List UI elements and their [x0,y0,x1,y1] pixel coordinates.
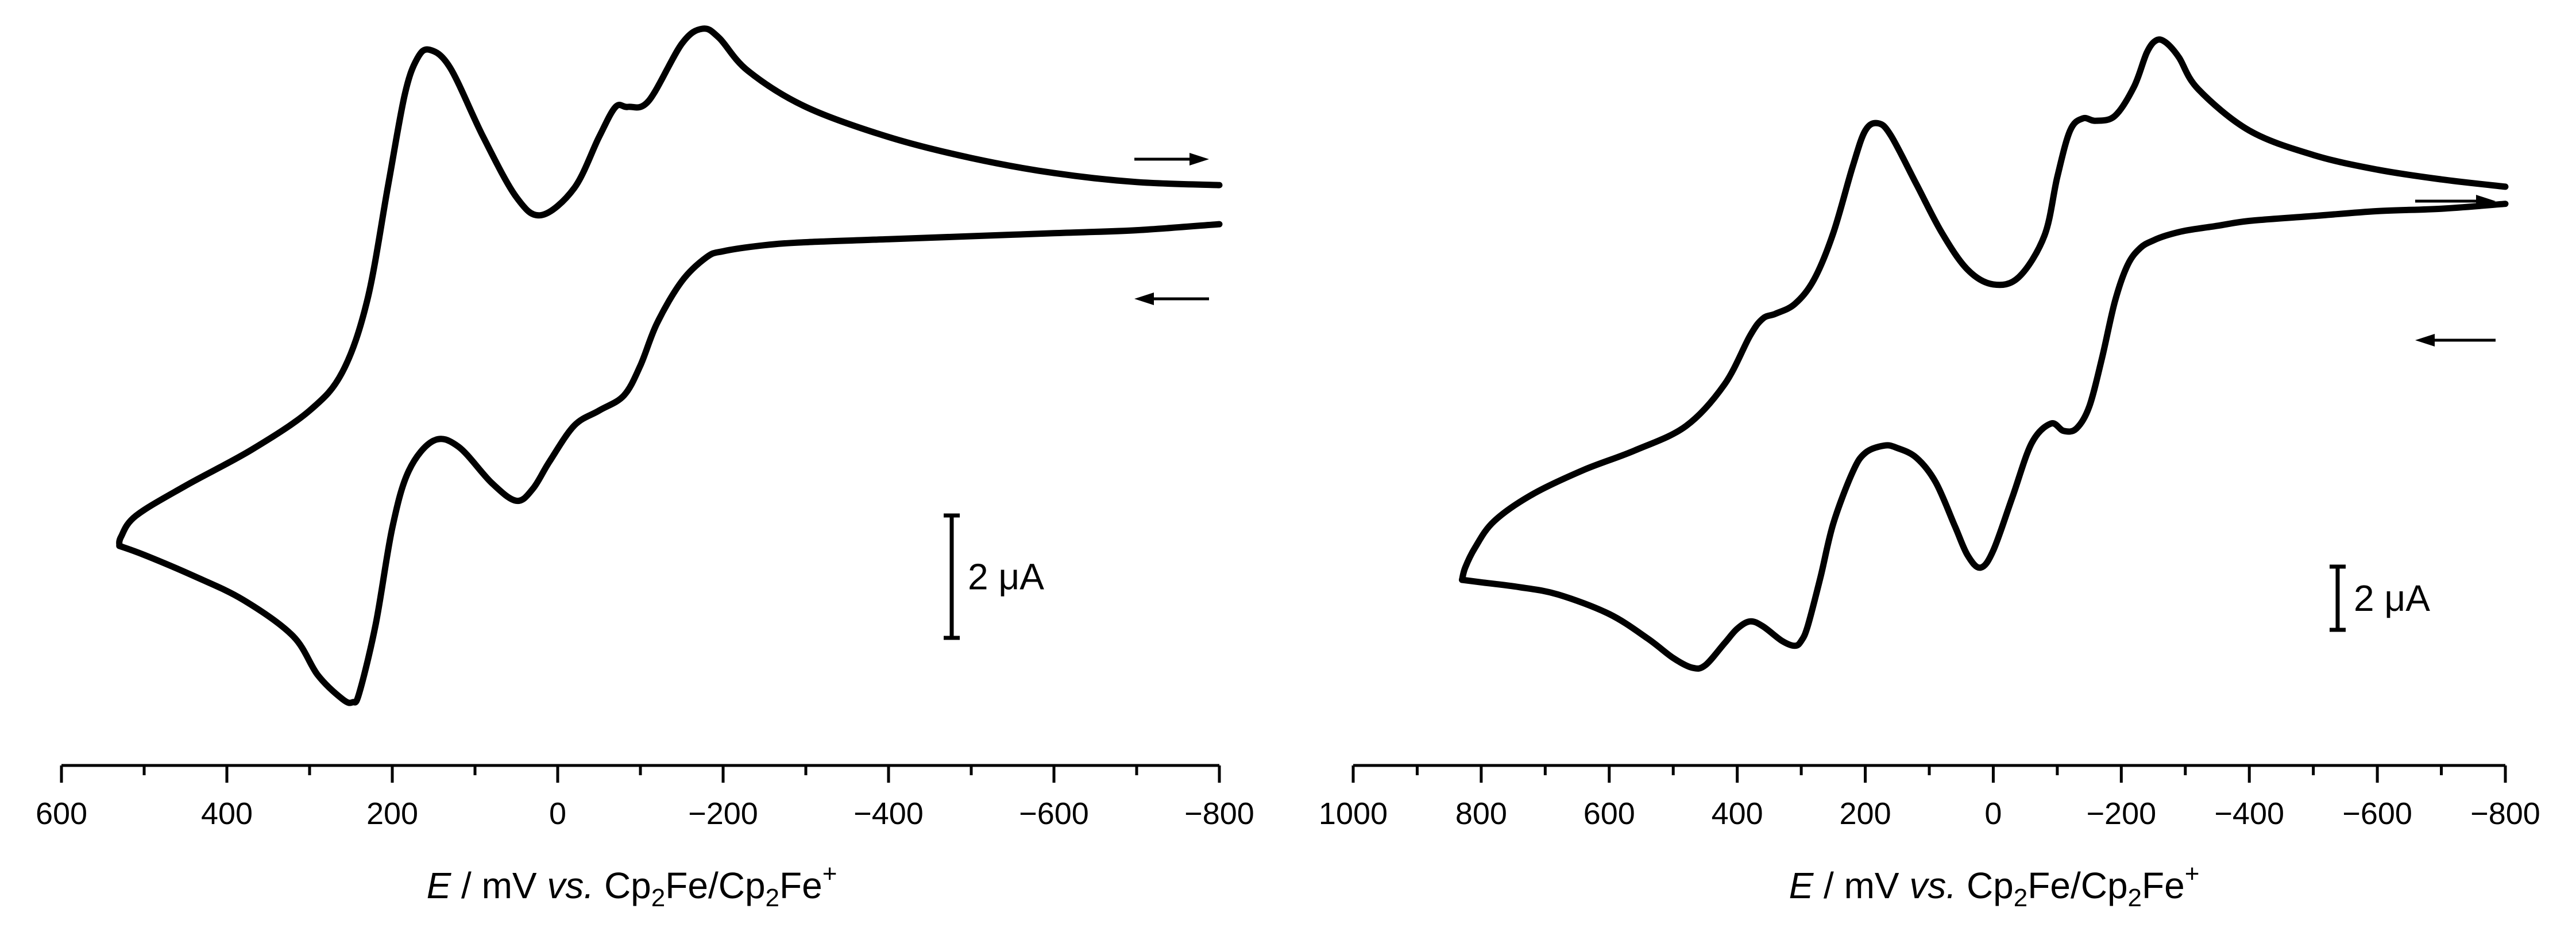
left-x-tick-label: 200 [366,796,418,831]
right-x-tick-label: 600 [1584,796,1635,831]
left-forward-arrow [1134,153,1209,166]
right-direction-arrows [2415,195,2496,347]
right-reverse-arrow [2415,334,2496,347]
left-cv-trace-forward [116,25,1223,549]
left-current-scale-bar: 2 μA [944,513,1044,640]
left-x-tick-label: 600 [36,796,87,831]
left-x-tick-label: −600 [1019,796,1089,831]
right-forward-arrow [2415,195,2496,207]
right-x-tick-label: 0 [1984,796,2002,831]
right-x-tick-label: −600 [2342,796,2412,831]
left-x-axis: 600 400 200 0 −200 −400 −600 −800 [36,764,1254,831]
right-x-tick-label: −800 [2470,796,2540,831]
left-x-tick-label: −800 [1184,796,1254,831]
right-x-axis-label: E / mV vs. Cp2Fe/Cp2Fe+ [1789,860,2200,912]
right-x-axis: 1000 800 600 400 200 0 −200 −400 −600 −800 [1319,764,2540,831]
left-x-tick-label: 0 [549,796,566,831]
left-scale-bar-label: 2 μA [968,556,1044,598]
left-cv-trace-reverse [116,221,1223,706]
right-current-scale-bar: 2 μA [2330,564,2430,632]
right-scale-bar-label: 2 μA [2354,578,2430,619]
right-x-tick-label: 400 [1712,796,1763,831]
left-x-axis-label: E / mV vs. Cp2Fe/Cp2Fe+ [427,860,837,912]
right-cv-trace-reverse [1459,201,2509,672]
right-panel: 1000 800 600 400 200 0 −200 −400 −600 −800 2 μA E… [1319,36,2540,912]
right-cv-trace-forward [1459,36,2509,583]
right-x-tick-label: −200 [2087,796,2157,831]
left-x-tick-label: −200 [688,796,758,831]
left-cv-curves [116,25,1223,706]
right-x-tick-label: 1000 [1319,796,1388,831]
left-x-tick-label: 400 [201,796,253,831]
right-cv-curves [1459,36,2509,672]
right-x-tick-label: −400 [2214,796,2284,831]
right-x-tick-label: 800 [1455,796,1507,831]
left-x-tick-label: −400 [853,796,924,831]
right-x-tick-label: 200 [1840,796,1891,831]
left-direction-arrows [1134,153,1209,305]
left-panel: 600 400 200 0 −200 −400 −600 −800 2 μA E / mV v… [36,25,1254,912]
left-reverse-arrow [1134,293,1209,305]
